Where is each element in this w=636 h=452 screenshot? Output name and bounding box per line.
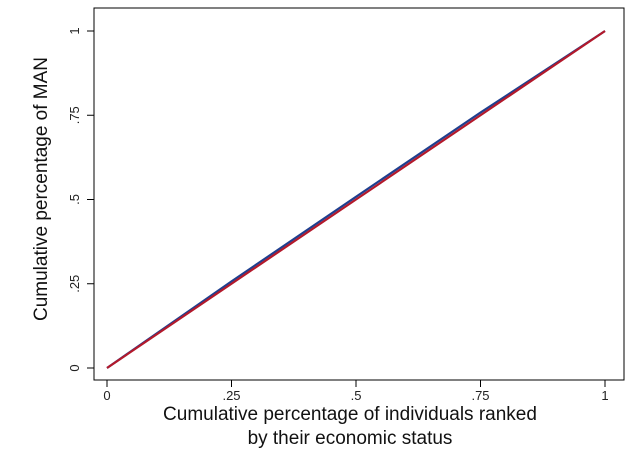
x-tick-label: .5 — [351, 388, 362, 403]
x-axis-title-line-1: Cumulative percentage of individuals ran… — [163, 404, 537, 425]
y-tick-label: .5 — [67, 194, 82, 205]
x-tick-label: .25 — [222, 388, 240, 403]
y-tick-label: 1 — [67, 27, 82, 34]
x-tick-label: .75 — [471, 388, 489, 403]
series-line-2 — [106, 30, 606, 369]
x-axis-title-line-2: by their economic status — [248, 428, 453, 449]
y-tick-label: 0 — [67, 364, 82, 371]
y-axis: 0 .25 .5 .75 1 — [67, 27, 94, 372]
x-tick-label: 1 — [601, 388, 608, 403]
y-axis-title: Cumulative percentage of MAN — [31, 57, 52, 321]
x-tick-label: 0 — [103, 388, 110, 403]
y-tick-label: .75 — [67, 106, 82, 124]
series-layer — [106, 30, 606, 369]
x-axis: 0 .25 .5 .75 1 — [103, 380, 609, 403]
y-tick-label: .25 — [67, 275, 82, 293]
series-line-1 — [106, 30, 606, 369]
